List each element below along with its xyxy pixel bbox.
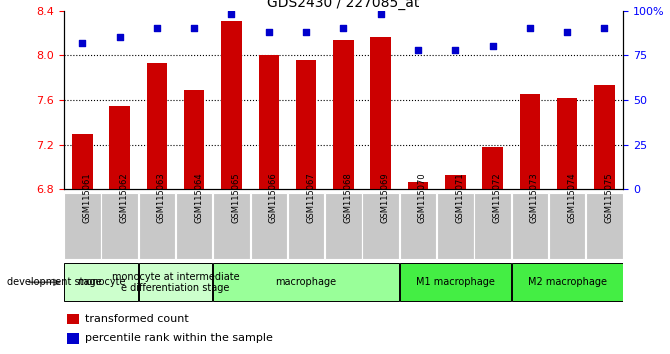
Text: GSM115069: GSM115069: [381, 173, 390, 223]
Bar: [512, 263, 622, 302]
Bar: [64, 263, 138, 302]
Text: GSM115072: GSM115072: [492, 173, 502, 223]
Bar: [400, 263, 511, 302]
Text: GSM115075: GSM115075: [604, 173, 614, 223]
Bar: [64, 193, 100, 259]
Bar: [362, 193, 399, 259]
Bar: [400, 193, 436, 259]
Bar: [325, 193, 362, 259]
Bar: [139, 193, 175, 259]
Text: percentile rank within the sample: percentile rank within the sample: [85, 333, 273, 343]
Bar: [333, 40, 354, 189]
Text: GSM115065: GSM115065: [232, 173, 241, 223]
Point: [263, 29, 274, 35]
Point: [189, 26, 200, 32]
Point: [338, 26, 348, 32]
Text: GSM115070: GSM115070: [418, 173, 427, 223]
Bar: [408, 182, 428, 189]
Bar: [549, 193, 586, 259]
Text: M2 macrophage: M2 macrophage: [528, 277, 606, 287]
Point: [151, 26, 162, 32]
Bar: [184, 90, 204, 189]
Bar: [139, 263, 212, 302]
Point: [561, 29, 572, 35]
Text: GSM115068: GSM115068: [343, 173, 352, 223]
Bar: [474, 193, 511, 259]
Point: [487, 44, 498, 49]
Text: GSM115064: GSM115064: [194, 173, 203, 223]
Bar: [221, 21, 242, 189]
Bar: [288, 193, 324, 259]
Point: [301, 29, 312, 35]
Bar: [512, 193, 548, 259]
Text: monocyte at intermediate
e differentiation stage: monocyte at intermediate e differentiati…: [112, 272, 239, 293]
Point: [77, 40, 88, 46]
Point: [114, 35, 125, 40]
Text: development stage: development stage: [7, 277, 101, 287]
Point: [599, 26, 610, 32]
Bar: [67, 314, 79, 324]
Text: macrophage: macrophage: [275, 277, 336, 287]
Text: GSM115063: GSM115063: [157, 173, 166, 223]
Title: GDS2430 / 227085_at: GDS2430 / 227085_at: [267, 0, 419, 10]
Bar: [371, 38, 391, 189]
Bar: [296, 60, 316, 189]
Bar: [67, 333, 79, 343]
Bar: [445, 175, 466, 189]
Bar: [520, 95, 540, 189]
Text: monocyte: monocyte: [76, 277, 125, 287]
Text: GSM115066: GSM115066: [269, 173, 278, 223]
Bar: [437, 193, 474, 259]
Text: GSM115067: GSM115067: [306, 173, 315, 223]
Text: transformed count: transformed count: [85, 314, 189, 324]
Bar: [213, 263, 399, 302]
Bar: [586, 193, 622, 259]
Point: [450, 47, 461, 53]
Point: [525, 26, 535, 32]
Bar: [147, 63, 167, 189]
Bar: [557, 98, 578, 189]
Text: GSM115061: GSM115061: [82, 173, 91, 223]
Bar: [594, 85, 614, 189]
Point: [226, 11, 237, 17]
Bar: [251, 193, 287, 259]
Bar: [72, 133, 92, 189]
Text: GSM115074: GSM115074: [567, 173, 576, 223]
Bar: [259, 55, 279, 189]
Bar: [482, 147, 502, 189]
Bar: [109, 105, 130, 189]
Bar: [176, 193, 212, 259]
Text: GSM115071: GSM115071: [456, 173, 464, 223]
Text: GSM115073: GSM115073: [530, 173, 539, 223]
Bar: [213, 193, 250, 259]
Bar: [101, 193, 138, 259]
Point: [413, 47, 423, 53]
Text: GSM115062: GSM115062: [119, 173, 129, 223]
Text: M1 macrophage: M1 macrophage: [416, 277, 494, 287]
Point: [375, 11, 386, 17]
